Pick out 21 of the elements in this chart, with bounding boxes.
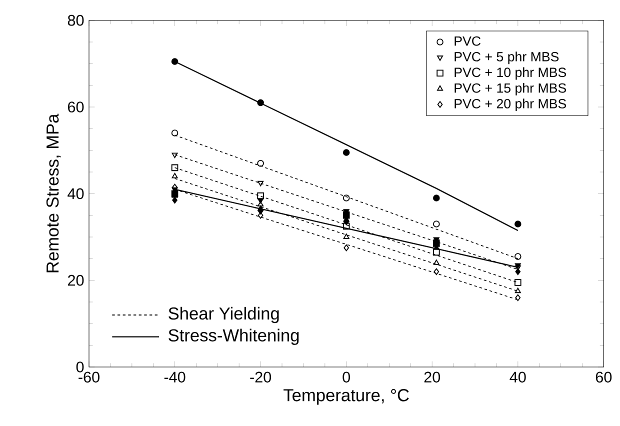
y-axis-title: Remote Stress, MPa [46,114,61,272]
x-tick-label: -60 [78,372,100,383]
x-tick-label: 60 [596,372,612,383]
legend-label: Shear Yielding [168,306,279,324]
x-tick-label: -20 [250,372,272,383]
legend-label: Stress-Whitening [168,328,299,345]
legend-label: PVC + 20 phr MBS [454,98,566,112]
y-tick-label: 80 [68,14,84,26]
legend-label: PVC + 10 phr MBS [454,67,566,80]
y-tick-label: 0 [76,362,84,372]
y-tick-label: 40 [68,188,84,200]
legend-label: PVC + 15 phr MBS [454,82,566,96]
legend-label: PVC + 5 phr MBS [454,52,559,64]
x-axis-title: Temperature, °C [284,389,409,405]
y-tick-label: 60 [68,102,84,112]
y-tick-label: 20 [68,274,84,286]
x-tick-label: 0 [342,372,350,383]
x-tick-label: -40 [164,372,186,383]
x-tick-label: 20 [424,372,440,383]
legend-label: PVC [454,36,481,46]
x-tick-label: 40 [510,372,526,383]
